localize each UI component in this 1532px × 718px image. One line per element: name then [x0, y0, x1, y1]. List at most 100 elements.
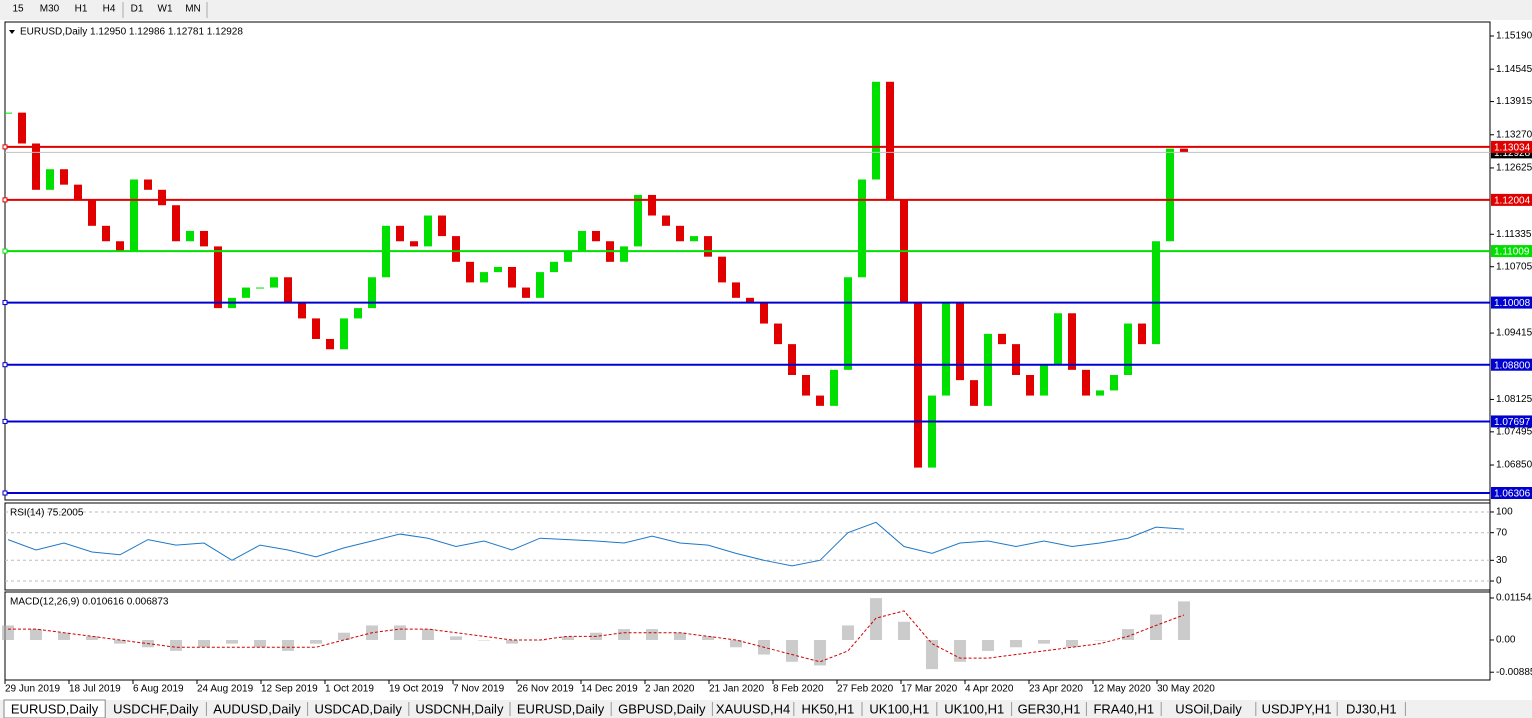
timeframe-button[interactable]: 15	[12, 4, 24, 15]
tab-bar	[0, 700, 1532, 718]
level-price-box	[1491, 296, 1532, 309]
histogram-bar	[982, 639, 994, 651]
candle-body	[578, 230, 586, 252]
y-tick-label: 1.13915	[1496, 96, 1532, 107]
chart-window	[0, 20, 1532, 700]
candle-body	[1166, 148, 1174, 242]
histogram-bar	[1150, 614, 1162, 640]
x-tick-label: 29 Jun 2019	[5, 684, 60, 695]
histogram-bar	[786, 639, 798, 662]
timeframe-button[interactable]: MN	[185, 4, 201, 15]
tab[interactable]: DJ30,H1	[1346, 701, 1406, 716]
level-price-box	[1491, 140, 1532, 153]
candle-body	[802, 374, 810, 396]
tab-label[interactable]: GER30,H1	[1018, 701, 1081, 716]
y-tick-label: 1.10705	[1496, 261, 1532, 272]
level-handle	[2, 248, 8, 254]
histogram-bar	[1094, 639, 1106, 641]
candle-body	[844, 277, 852, 370]
candle-body	[4, 112, 12, 114]
title-arrow	[9, 30, 15, 34]
candle-body	[46, 169, 54, 190]
tab-label[interactable]: USDJPY,H1	[1262, 701, 1332, 716]
tab-label[interactable]: GBPUSD,Daily	[618, 701, 706, 716]
candle-body	[508, 266, 516, 288]
tab[interactable]: FRA40,H1	[1093, 701, 1162, 716]
candle-body	[200, 230, 208, 247]
tab-label[interactable]: USDCHF,Daily	[113, 701, 199, 716]
timeframe-button[interactable]: H1	[75, 4, 88, 15]
tab[interactable]: HK50,H1	[802, 701, 863, 716]
y-tick-label: 30	[1496, 555, 1508, 566]
tab[interactable]: USDCNH,Daily	[415, 701, 511, 716]
tab-label[interactable]: EURUSD,Daily	[517, 701, 605, 716]
timeframe-button[interactable]: M30	[40, 4, 60, 15]
candle-body	[1124, 323, 1132, 375]
y-tick-label: 0	[1496, 576, 1502, 587]
candle-body	[1110, 374, 1118, 391]
tab-label[interactable]: DJ30,H1	[1346, 701, 1397, 716]
tab[interactable]: USDCAD,Daily	[314, 701, 410, 716]
tab[interactable]: USDCHF,Daily	[113, 701, 207, 716]
candle-body	[676, 225, 684, 242]
y-tick-label: 1.12625	[1496, 163, 1532, 174]
tab-label[interactable]: UK100,H1	[869, 701, 929, 716]
tab-label[interactable]: HK50,H1	[802, 701, 855, 716]
tab-label[interactable]: USDCAD,Daily	[314, 701, 402, 716]
candle-body	[326, 338, 334, 350]
candle-body	[1180, 148, 1188, 153]
tab-label[interactable]: FRA40,H1	[1093, 701, 1154, 716]
candle-body	[564, 251, 572, 262]
histogram-bar	[2, 625, 14, 640]
histogram-bar	[1178, 601, 1190, 640]
tab[interactable]: EURUSD,Daily	[3, 699, 106, 718]
tab[interactable]: AUDUSD,Daily	[213, 701, 309, 716]
level-price-label: 1.06306	[1494, 489, 1531, 500]
histogram-bar	[898, 621, 910, 640]
candle-body	[410, 241, 418, 247]
candle-body	[704, 236, 712, 257]
histogram-bar	[450, 636, 462, 640]
level-price-box	[1491, 358, 1532, 371]
timeframe-button[interactable]: D1	[131, 4, 144, 15]
histogram-bar	[842, 625, 854, 640]
tab-label[interactable]: USDCNH,Daily	[415, 701, 504, 716]
tab-label[interactable]: USOil,Daily	[1175, 701, 1242, 716]
tab-label[interactable]: UK100,H1	[944, 701, 1004, 716]
histogram-bar	[674, 632, 686, 640]
tab[interactable]: XAUUSD,H4	[716, 701, 795, 716]
tab[interactable]: USDJPY,H1	[1262, 701, 1338, 716]
x-tick-label: 14 Dec 2019	[581, 684, 638, 695]
tab-label[interactable]: XAUUSD,H4	[716, 701, 790, 716]
histogram-bar	[506, 639, 518, 644]
timeframe-button[interactable]: W1	[158, 4, 173, 15]
tab-label[interactable]: AUDUSD,Daily	[213, 701, 301, 716]
y-tick-label: 1.13270	[1496, 129, 1532, 140]
timeframe-button[interactable]: H4	[103, 4, 116, 15]
tab[interactable]: GBPUSD,Daily	[618, 701, 713, 716]
toolbar	[0, 0, 1532, 20]
tab[interactable]: USOil,Daily	[1175, 701, 1257, 716]
candle-body	[438, 215, 446, 237]
tab-label[interactable]: EURUSD,Daily	[11, 701, 99, 716]
histogram-bar	[1066, 639, 1078, 648]
tab[interactable]: EURUSD,Daily	[517, 701, 612, 716]
level-handle	[2, 197, 8, 203]
histogram-bar	[30, 629, 42, 640]
histogram-bar	[114, 639, 126, 644]
candle-body	[774, 323, 782, 345]
histogram-bar	[282, 639, 294, 651]
y-tick-label: 1.09415	[1496, 328, 1532, 339]
indicator-line	[7, 521, 1185, 567]
tab[interactable]: UK100,H1	[944, 701, 1013, 716]
candle-body	[634, 194, 642, 247]
candle-body	[816, 395, 824, 406]
candle-body	[928, 395, 936, 468]
candle-body	[452, 236, 460, 262]
tab[interactable]: UK100,H1	[869, 701, 938, 716]
y-tick-label: 1.07495	[1496, 426, 1532, 437]
candle-body	[718, 256, 726, 283]
tab[interactable]: GER30,H1	[1018, 701, 1087, 716]
